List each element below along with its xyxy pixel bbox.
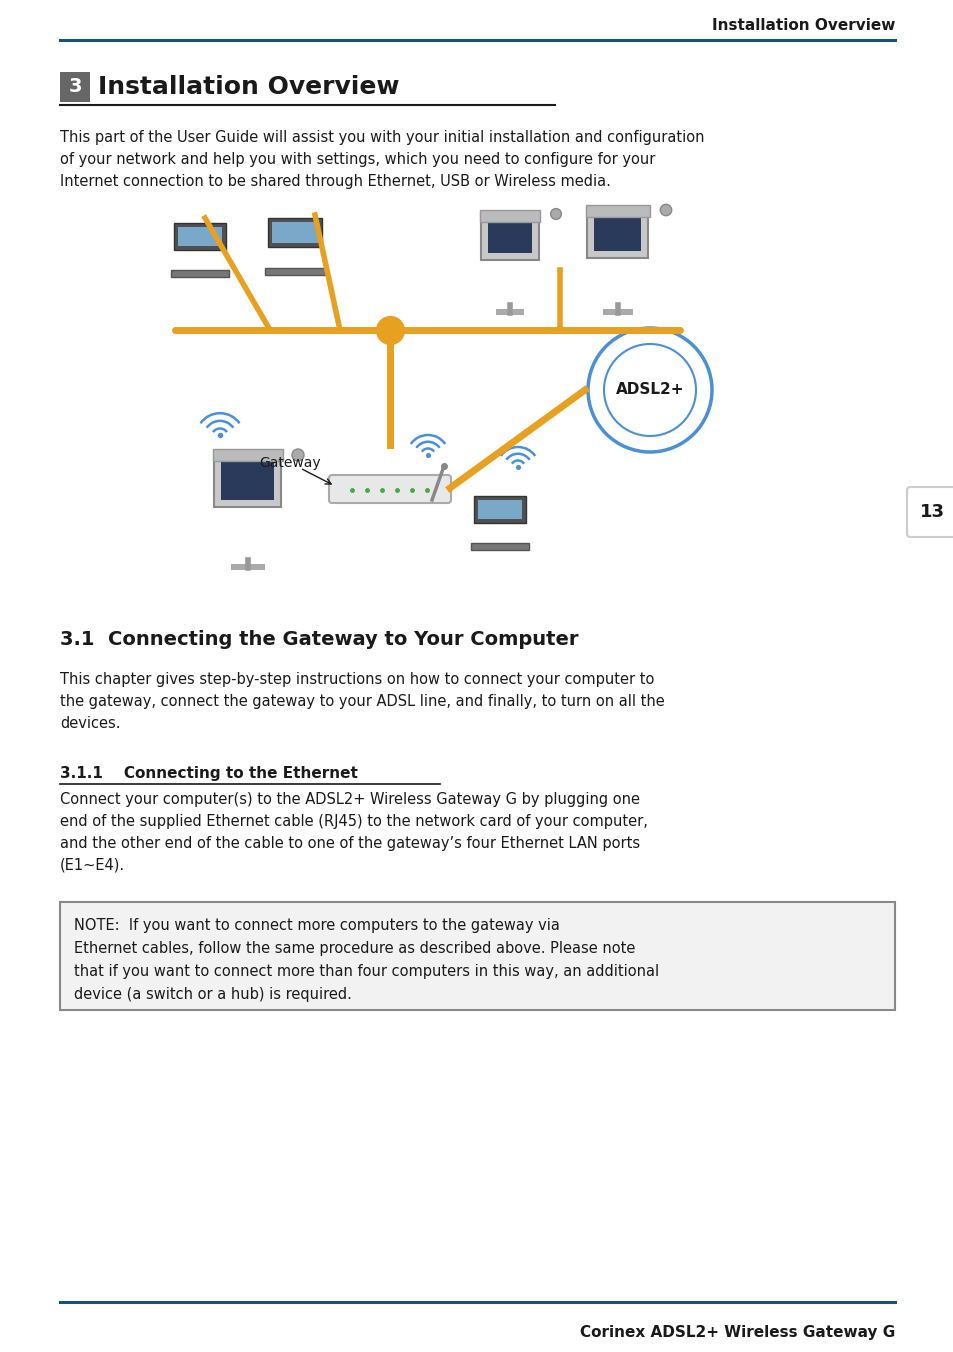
FancyBboxPatch shape — [272, 222, 317, 243]
FancyBboxPatch shape — [474, 496, 525, 523]
FancyBboxPatch shape — [172, 269, 229, 277]
Text: that if you want to connect more than four computers in this way, an additional: that if you want to connect more than fo… — [74, 964, 659, 979]
FancyBboxPatch shape — [178, 227, 221, 246]
Circle shape — [587, 329, 711, 452]
Text: 3.1.1    Connecting to the Ethernet: 3.1.1 Connecting to the Ethernet — [60, 767, 357, 781]
Text: Installation Overview: Installation Overview — [711, 18, 894, 32]
FancyBboxPatch shape — [265, 268, 325, 276]
Circle shape — [292, 449, 304, 461]
FancyBboxPatch shape — [587, 208, 648, 258]
FancyBboxPatch shape — [213, 449, 283, 461]
Text: Connect your computer(s) to the ADSL2+ Wireless Gateway G by plugging one: Connect your computer(s) to the ADSL2+ W… — [60, 792, 639, 807]
FancyBboxPatch shape — [477, 499, 521, 519]
Text: This part of the User Guide will assist you with your initial installation and c: This part of the User Guide will assist … — [60, 130, 703, 145]
FancyBboxPatch shape — [60, 72, 90, 101]
FancyBboxPatch shape — [60, 902, 894, 1010]
FancyBboxPatch shape — [231, 564, 265, 569]
Circle shape — [603, 343, 696, 435]
Text: Corinex ADSL2+ Wireless Gateway G: Corinex ADSL2+ Wireless Gateway G — [579, 1325, 894, 1340]
Text: (E1∼E4).: (E1∼E4). — [60, 859, 125, 873]
FancyBboxPatch shape — [329, 475, 451, 503]
Text: Gateway: Gateway — [259, 456, 320, 470]
Text: 3: 3 — [69, 77, 82, 96]
FancyBboxPatch shape — [174, 223, 226, 250]
Text: 13: 13 — [919, 503, 943, 521]
Text: and the other end of the cable to one of the gateway’s four Ethernet LAN ports: and the other end of the cable to one of… — [60, 836, 639, 850]
FancyBboxPatch shape — [495, 310, 524, 315]
Text: end of the supplied Ethernet cable (RJ45) to the network card of your computer,: end of the supplied Ethernet cable (RJ45… — [60, 814, 647, 829]
FancyBboxPatch shape — [268, 218, 322, 247]
Text: Internet connection to be shared through Ethernet, USB or Wireless media.: Internet connection to be shared through… — [60, 174, 610, 189]
Circle shape — [659, 204, 671, 216]
FancyBboxPatch shape — [602, 310, 633, 315]
FancyBboxPatch shape — [471, 542, 528, 550]
Text: of your network and help you with settings, which you need to configure for your: of your network and help you with settin… — [60, 151, 655, 168]
FancyBboxPatch shape — [906, 487, 953, 537]
FancyBboxPatch shape — [480, 214, 538, 260]
FancyBboxPatch shape — [586, 206, 649, 218]
Text: Ethernet cables, follow the same procedure as described above. Please note: Ethernet cables, follow the same procedu… — [74, 941, 635, 956]
Text: This chapter gives step-by-step instructions on how to connect your computer to: This chapter gives step-by-step instruct… — [60, 672, 654, 687]
Text: devices.: devices. — [60, 717, 120, 731]
Text: 3.1  Connecting the Gateway to Your Computer: 3.1 Connecting the Gateway to Your Compu… — [60, 630, 578, 649]
Text: ADSL2+: ADSL2+ — [615, 383, 683, 397]
FancyBboxPatch shape — [488, 220, 532, 253]
Text: NOTE:  If you want to connect more computers to the gateway via: NOTE: If you want to connect more comput… — [74, 918, 559, 933]
FancyBboxPatch shape — [221, 460, 274, 500]
Text: device (a switch or a hub) is required.: device (a switch or a hub) is required. — [74, 987, 352, 1002]
FancyBboxPatch shape — [479, 210, 539, 222]
Text: the gateway, connect the gateway to your ADSL line, and finally, to turn on all : the gateway, connect the gateway to your… — [60, 694, 664, 708]
FancyBboxPatch shape — [594, 215, 640, 250]
FancyBboxPatch shape — [214, 453, 281, 507]
Circle shape — [550, 208, 560, 219]
Text: Installation Overview: Installation Overview — [98, 74, 399, 99]
